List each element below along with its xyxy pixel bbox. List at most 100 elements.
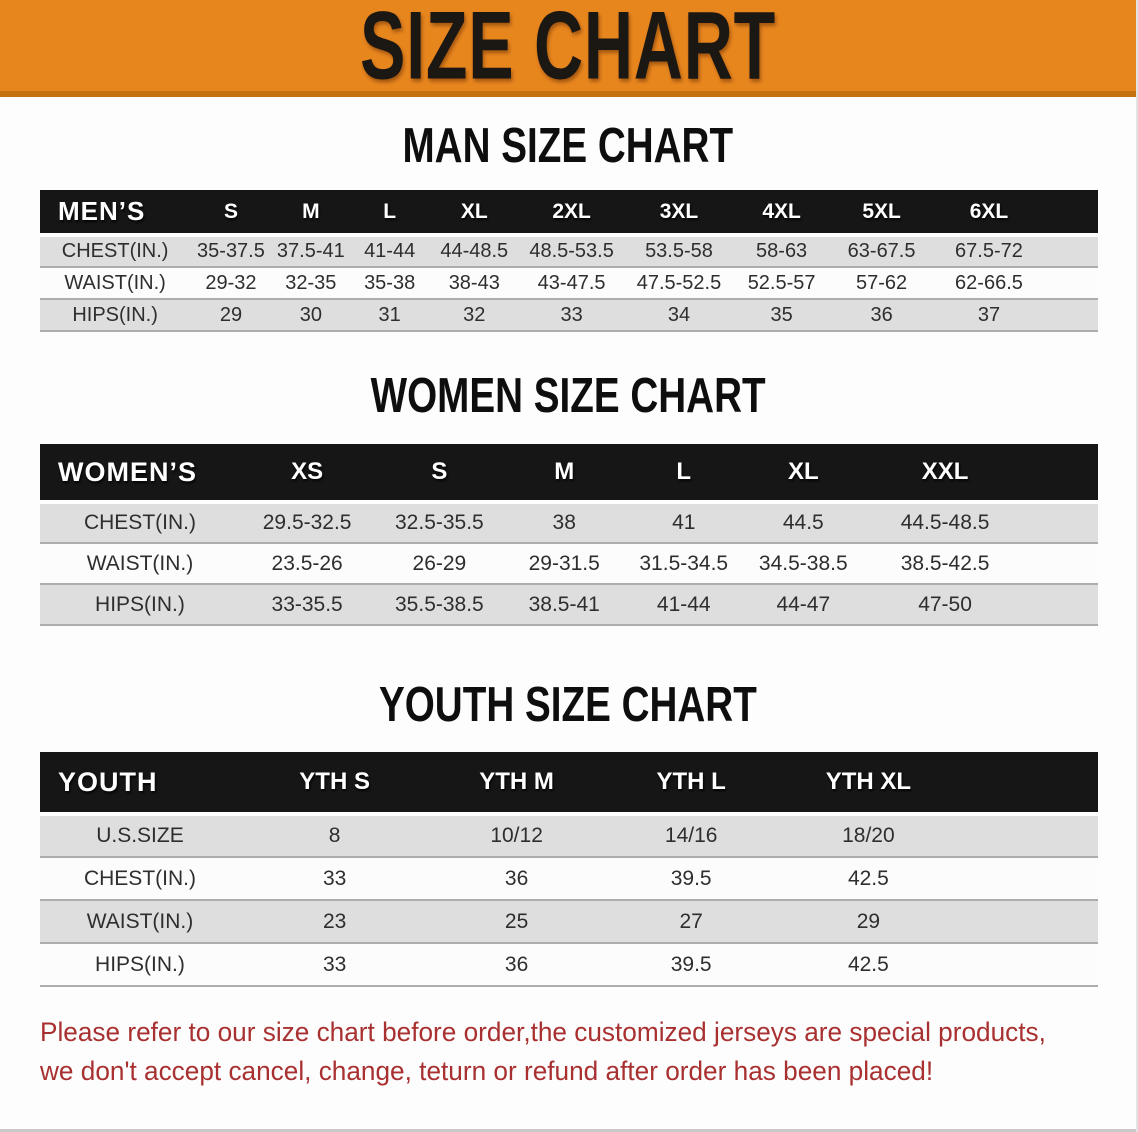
size-value-cell: 67.5-72 — [933, 235, 1044, 268]
row-label: HIPS(IN.) — [40, 943, 240, 987]
size-value-cell: 35.5-38.5 — [374, 584, 505, 626]
size-value-cell: 31 — [349, 299, 430, 332]
size-value-cell: 32-35 — [271, 267, 350, 300]
youth-size-table: YOUTH YTH S YTH M YTH L YTH XL U.S.SIZE 8 10/1… — [40, 752, 1098, 987]
size-value-cell: 32.5-35.5 — [374, 502, 505, 544]
size-column-header: S — [374, 444, 505, 504]
row-label: HIPS(IN.) — [40, 299, 191, 332]
size-value-cell: 14/16 — [603, 814, 779, 858]
empty-cell — [1043, 235, 1098, 268]
row-label: CHEST(IN.) — [40, 502, 240, 544]
row-label: CHEST(IN.) — [40, 235, 191, 268]
size-value-cell: 52.5-57 — [734, 267, 830, 300]
size-value-cell: 25 — [429, 900, 604, 944]
size-column-header: 3XL — [623, 190, 734, 237]
empty-header-cell — [1027, 444, 1098, 504]
empty-cell — [1043, 267, 1098, 300]
size-value-cell: 38-43 — [429, 267, 520, 300]
empty-cell — [958, 857, 1098, 901]
size-value-cell: 37 — [933, 299, 1044, 332]
table-corner-label: MEN’S — [40, 190, 191, 237]
banner-title: SIZE CHART — [360, 0, 776, 100]
size-column-header: 5XL — [829, 190, 934, 237]
size-column-header: S — [190, 190, 272, 237]
size-value-cell: 23 — [239, 900, 430, 944]
size-value-cell: 33 — [239, 857, 430, 901]
size-value-cell: 42.5 — [778, 857, 959, 901]
row-label: WAIST(IN.) — [40, 900, 240, 944]
size-value-cell: 47-50 — [863, 584, 1028, 626]
table-header-row: YOUTH YTH S YTH M YTH L YTH XL — [40, 752, 1098, 816]
table-header-row: MEN’S S M L XL 2XL 3XL 4XL 5XL 6XL — [40, 190, 1098, 237]
empty-cell — [958, 814, 1098, 858]
size-column-header: 4XL — [734, 190, 830, 237]
size-value-cell: 29-32 — [190, 267, 272, 300]
size-value-cell: 44.5-48.5 — [863, 502, 1028, 544]
size-chart-banner: SIZE CHART — [0, 0, 1136, 97]
table-row: HIPS(IN.) 29 30 31 32 33 34 35 36 37 — [40, 299, 1098, 332]
size-value-cell: 41-44 — [623, 584, 744, 626]
size-column-header: L — [349, 190, 430, 237]
empty-cell — [1027, 543, 1098, 585]
empty-header-cell — [1043, 190, 1098, 237]
empty-cell — [958, 900, 1098, 944]
size-column-header: 6XL — [933, 190, 1044, 237]
size-value-cell: 34.5-38.5 — [743, 543, 864, 585]
size-value-cell: 47.5-52.5 — [623, 267, 734, 300]
men-section-heading-text: MAN SIZE CHART — [402, 117, 734, 173]
youth-section-heading: YOUTH SIZE CHART — [0, 676, 1136, 732]
size-column-header: M — [504, 444, 624, 504]
size-value-cell: 33-35.5 — [239, 584, 375, 626]
size-column-header: XL — [429, 190, 520, 237]
size-value-cell: 53.5-58 — [623, 235, 734, 268]
size-value-cell: 27 — [603, 900, 779, 944]
size-value-cell: 35 — [734, 299, 830, 332]
size-value-cell: 57-62 — [829, 267, 934, 300]
size-value-cell: 63-67.5 — [829, 235, 934, 268]
table-header-row: WOMEN’S XS S M L XL XXL — [40, 444, 1098, 504]
disclaimer-line-1: Please refer to our size chart before or… — [40, 1017, 1046, 1047]
table-row: WAIST(IN.) 23.5-26 26-29 29-31.5 31.5-34.5 34… — [40, 543, 1098, 585]
size-column-header: XS — [239, 444, 375, 504]
size-value-cell: 35-37.5 — [190, 235, 272, 268]
size-value-cell: 29-31.5 — [504, 543, 624, 585]
size-value-cell: 26-29 — [374, 543, 505, 585]
size-column-header: YTH M — [429, 752, 604, 816]
table-row: HIPS(IN.) 33-35.5 35.5-38.5 38.5-41 41-44 44-… — [40, 584, 1098, 626]
size-value-cell: 58-63 — [734, 235, 830, 268]
size-column-header: YTH L — [603, 752, 779, 816]
women-section-heading: WOMEN SIZE CHART — [0, 367, 1136, 423]
disclaimer-line-2: we don't accept cancel, change, teturn o… — [40, 1056, 934, 1086]
size-value-cell: 18/20 — [778, 814, 959, 858]
size-value-cell: 29.5-32.5 — [239, 502, 375, 544]
row-label: WAIST(IN.) — [40, 543, 240, 585]
table-corner-label: YOUTH — [40, 752, 240, 816]
size-value-cell: 37.5-41 — [271, 235, 350, 268]
size-value-cell: 38.5-41 — [504, 584, 624, 626]
women-section-heading-text: WOMEN SIZE CHART — [370, 367, 766, 423]
empty-cell — [1027, 502, 1098, 544]
size-column-header: YTH XL — [778, 752, 959, 816]
size-value-cell: 8 — [239, 814, 430, 858]
size-value-cell: 34 — [623, 299, 734, 332]
row-label: HIPS(IN.) — [40, 584, 240, 626]
size-value-cell: 39.5 — [603, 943, 779, 987]
size-value-cell: 23.5-26 — [239, 543, 375, 585]
row-label: CHEST(IN.) — [40, 857, 240, 901]
size-value-cell: 41-44 — [349, 235, 430, 268]
table-row: CHEST(IN.) 29.5-32.5 32.5-35.5 38 41 44.5 44.5… — [40, 502, 1098, 544]
empty-cell — [1043, 299, 1098, 332]
size-value-cell: 44-48.5 — [429, 235, 520, 268]
table-row: U.S.SIZE 8 10/12 14/16 18/20 — [40, 814, 1098, 858]
size-value-cell: 62-66.5 — [933, 267, 1044, 300]
size-column-header: M — [271, 190, 350, 237]
size-value-cell: 10/12 — [429, 814, 604, 858]
size-value-cell: 30 — [271, 299, 350, 332]
women-size-table: WOMEN’S XS S M L XL XXL CHEST(IN.) 29.5-32.5 32.… — [40, 444, 1098, 626]
youth-section-heading-text: YOUTH SIZE CHART — [379, 676, 757, 732]
empty-cell — [958, 943, 1098, 987]
size-column-header: L — [623, 444, 744, 504]
size-value-cell: 38.5-42.5 — [863, 543, 1028, 585]
size-value-cell: 41 — [623, 502, 744, 544]
size-value-cell: 42.5 — [778, 943, 959, 987]
